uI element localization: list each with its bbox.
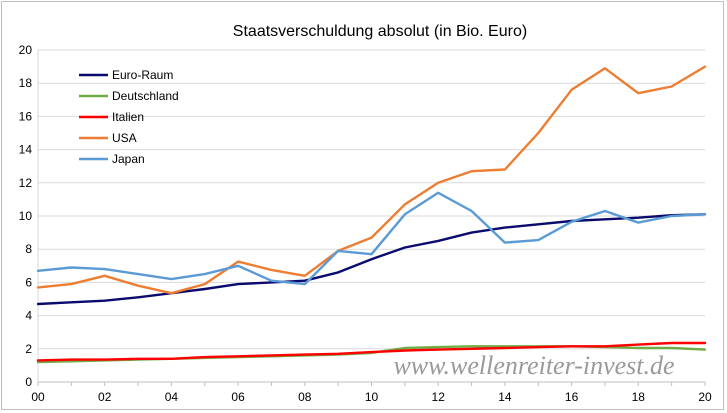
y-axis-tick-labels: 0 2 4 6 8 10 12 14 16 18 20 bbox=[19, 43, 33, 389]
x-tick-label: 20 bbox=[698, 390, 712, 404]
legend-label: Deutschland bbox=[112, 89, 179, 103]
y-tick-label: 4 bbox=[25, 309, 32, 323]
x-tick-label: 02 bbox=[98, 390, 112, 404]
series-line-japan bbox=[36, 191, 707, 286]
x-tick-label: 00 bbox=[31, 390, 45, 404]
y-tick-label: 6 bbox=[25, 275, 32, 289]
series-line-italien bbox=[36, 341, 707, 362]
y-tick-label: 0 bbox=[25, 375, 32, 389]
x-tick-label: 10 bbox=[365, 390, 379, 404]
x-tick-label: 14 bbox=[498, 390, 512, 404]
gridlines bbox=[38, 49, 705, 350]
legend-label: Italien bbox=[112, 110, 144, 124]
legend-label: Japan bbox=[112, 152, 145, 166]
y-tick-label: 14 bbox=[19, 143, 33, 157]
y-tick-label: 8 bbox=[25, 242, 32, 256]
x-tick-label: 16 bbox=[565, 390, 579, 404]
y-tick-label: 20 bbox=[19, 43, 33, 57]
x-tick-label: 08 bbox=[298, 390, 312, 404]
x-tick-label: 06 bbox=[231, 390, 245, 404]
data-series bbox=[36, 65, 707, 364]
y-tick-label: 16 bbox=[19, 109, 33, 123]
legend: Euro-Raum Deutschland Italien USA Japan bbox=[79, 68, 179, 166]
series-line-usa bbox=[36, 65, 707, 295]
legend-label: USA bbox=[112, 131, 137, 145]
x-tick-label: 12 bbox=[432, 390, 446, 404]
series-line-euro-raum bbox=[36, 213, 707, 306]
axes bbox=[37, 50, 706, 386]
legend-label: Euro-Raum bbox=[112, 68, 173, 82]
x-axis-tick-labels: 00 02 04 06 08 10 12 14 16 18 20 bbox=[31, 390, 712, 404]
y-tick-label: 2 bbox=[25, 342, 32, 356]
y-tick-label: 10 bbox=[19, 209, 33, 223]
chart-title: Staatsverschuldung absolut (in Bio. Euro… bbox=[233, 23, 527, 40]
x-tick-label: 18 bbox=[632, 390, 646, 404]
y-tick-label: 12 bbox=[19, 176, 33, 190]
watermark: www.wellenreiter-invest.de bbox=[393, 351, 674, 380]
x-tick-label: 04 bbox=[165, 390, 179, 404]
y-tick-label: 18 bbox=[19, 76, 33, 90]
